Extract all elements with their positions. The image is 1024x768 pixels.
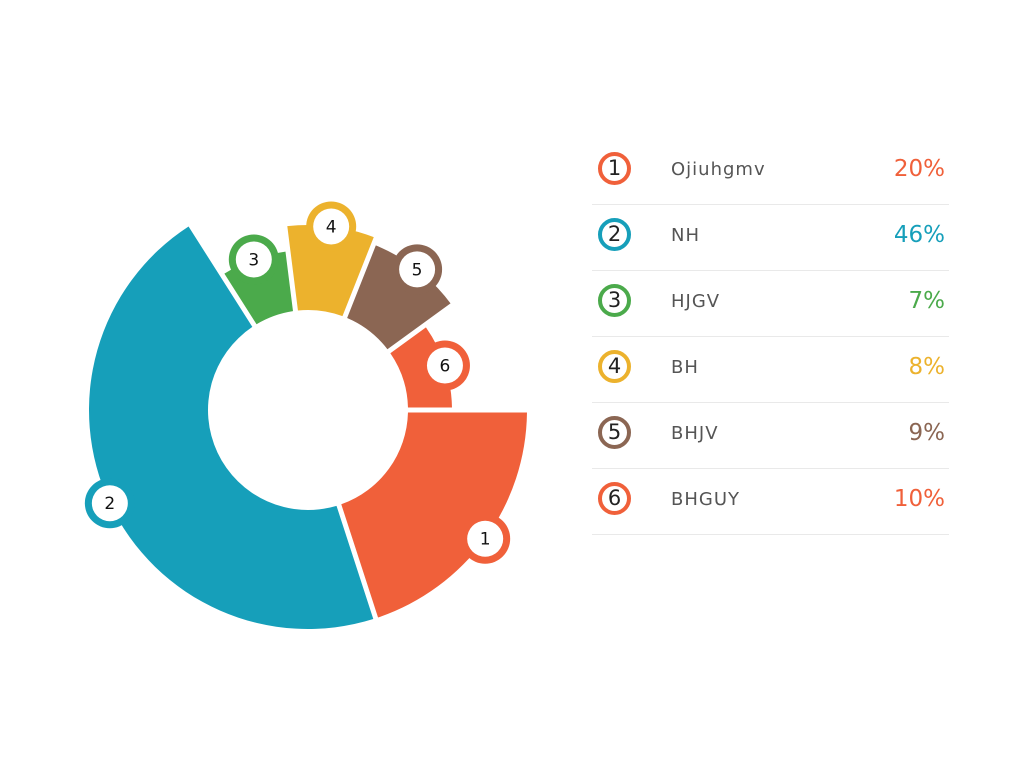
legend-value: 10% [893,486,945,512]
slice-number-marker: 5 [392,244,443,295]
legend-item: 4 BH 8% [592,337,949,403]
legend-value: 7% [908,288,946,314]
legend-item: 3 HJGV 7% [592,271,949,337]
donut-slice [347,245,451,350]
donut-slice [89,226,374,629]
slice-number-marker: 6 [419,340,470,391]
legend-label: BHGUY [671,489,741,510]
slice-number-marker: 2 [84,478,135,529]
slice-number-marker: 1 [460,513,511,564]
legend-number-badge: 6 [598,482,631,515]
marker-center [467,520,504,557]
slice-number-marker: 4 [306,201,357,252]
legend-number-badge: 5 [598,416,631,449]
legend-item: 5 BHJV 9% [592,403,949,469]
marker-number: 2 [104,494,115,514]
legend-number-badge: 3 [598,284,631,317]
legend-label: HJGV [671,291,721,312]
marker-center [399,251,436,288]
legend-value: 9% [908,420,946,446]
marker-number: 1 [480,530,491,550]
marker-number: 4 [326,217,337,237]
marker-center [426,347,463,384]
legend-label: BH [671,357,699,378]
marker-center [91,485,128,522]
marker-center [235,241,272,278]
marker-number: 6 [440,357,451,377]
donut-slice [341,412,527,618]
legend-value: 20% [893,156,945,182]
legend-number-badge: 2 [598,218,631,251]
donut-chart: 1 2 3 4 5 6 [84,201,527,629]
legend-number-badge: 4 [598,350,631,383]
legend-label: BHJV [671,423,719,444]
marker-number: 3 [248,250,259,270]
legend-item: 2 NH 46% [592,205,949,271]
legend-label: Ojiuhgmv [671,159,766,180]
legend-value: 46% [893,222,945,248]
legend: 1 Ojiuhgmv 20% 2 NH 46% 3 HJGV 7% 4 BH 8… [592,139,949,535]
marker-number: 5 [412,260,423,280]
slice-number-marker: 3 [228,234,279,285]
legend-number-badge: 1 [598,152,631,185]
donut-slice [287,225,374,317]
legend-label: NH [671,225,700,246]
legend-item: 6 BHGUY 10% [592,469,949,535]
legend-item: 1 Ojiuhgmv 20% [592,139,949,205]
marker-center [313,208,350,245]
legend-value: 8% [908,354,946,380]
